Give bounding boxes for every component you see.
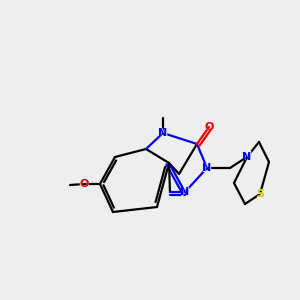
Text: O: O — [79, 178, 89, 190]
Text: N: N — [242, 151, 252, 164]
Text: N: N — [202, 163, 211, 173]
Text: O: O — [204, 122, 214, 132]
Text: N: N — [242, 152, 252, 162]
Text: N: N — [202, 161, 212, 175]
Text: S: S — [256, 188, 265, 200]
Text: N: N — [158, 127, 168, 140]
Text: O: O — [204, 121, 214, 134]
Text: O: O — [79, 179, 89, 189]
Text: N: N — [158, 128, 168, 138]
Text: S: S — [256, 189, 264, 199]
Text: N: N — [180, 187, 190, 197]
Text: N: N — [180, 185, 190, 199]
